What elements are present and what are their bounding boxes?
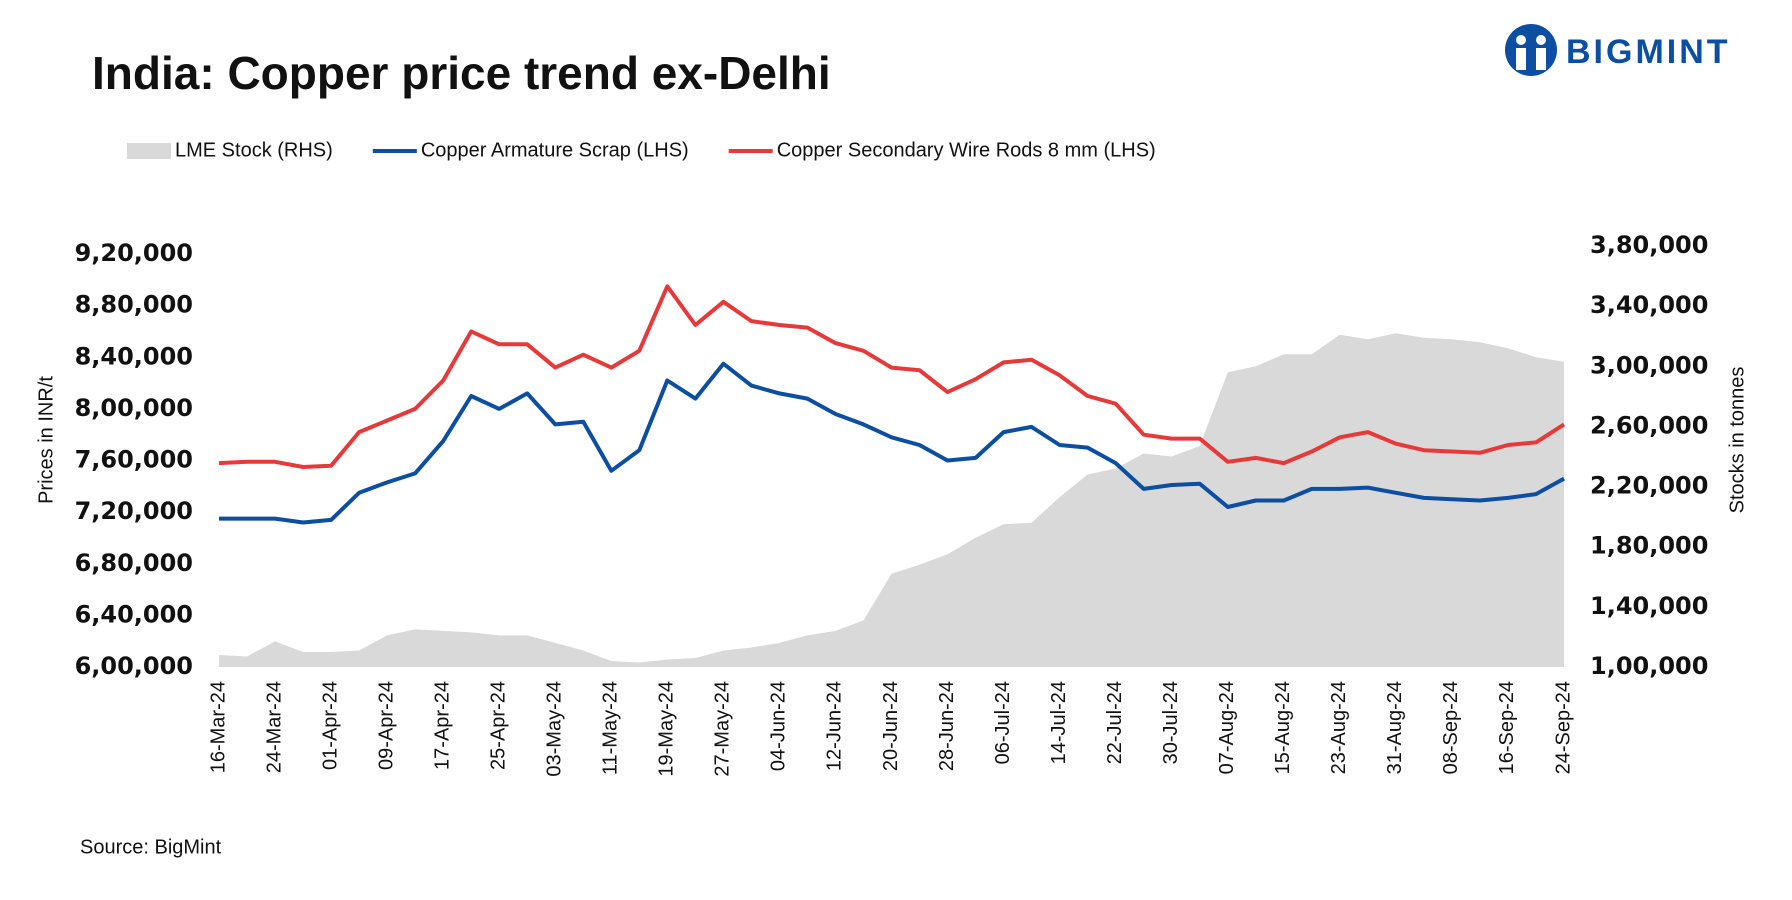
source-note: Source: BigMint xyxy=(80,836,222,858)
y-tick-label: 8,00,000 xyxy=(75,394,193,422)
x-tick-label: 22-Jul-24 xyxy=(1104,681,1126,764)
legend-label: LME Stock (RHS) xyxy=(175,139,333,161)
y2-tick-label: 3,40,000 xyxy=(1590,291,1708,319)
x-tick-label: 16-Mar-24 xyxy=(207,681,229,773)
x-tick-label: 16-Sep-24 xyxy=(1496,681,1518,774)
chart-title: India: Copper price trend ex-Delhi xyxy=(92,47,831,99)
x-tick-label: 08-Sep-24 xyxy=(1440,681,1462,774)
x-tick-label: 04-Jun-24 xyxy=(768,681,790,771)
x-tick-label: 24-Sep-24 xyxy=(1552,681,1574,774)
line xyxy=(218,284,1566,469)
x-tick-label: 20-Jun-24 xyxy=(880,681,902,771)
x-tick-label: 15-Aug-24 xyxy=(1272,681,1294,774)
area xyxy=(219,333,1564,667)
x-tick-label: 09-Apr-24 xyxy=(375,681,397,770)
y2-tick-label: 2,60,000 xyxy=(1590,411,1708,439)
x-tick-label: 19-May-24 xyxy=(656,681,678,777)
x-tick-label: 31-Aug-24 xyxy=(1384,681,1406,774)
legend-swatch xyxy=(127,143,171,159)
legend: LME Stock (RHS) Copper Armature Scrap (LH… xyxy=(127,139,1156,161)
x-tick-label: 28-Jun-24 xyxy=(936,681,958,771)
y2-tick-label: 3,80,000 xyxy=(1590,231,1708,259)
x-tick-label: 11-May-24 xyxy=(600,681,622,775)
x-tick-label: 14-Jul-24 xyxy=(1048,681,1070,764)
x-tick-label: 07-Aug-24 xyxy=(1216,681,1238,774)
x-tick-label: 27-May-24 xyxy=(712,681,734,777)
y-tick-label: 6,00,000 xyxy=(75,652,193,680)
y2-tick-label: 1,40,000 xyxy=(1590,592,1708,620)
x-tick-label: 01-Apr-24 xyxy=(319,681,341,770)
x-tick-label: 06-Jul-24 xyxy=(992,681,1014,764)
x-tick-label: 23-Aug-24 xyxy=(1328,681,1350,774)
x-tick-label: 30-Jul-24 xyxy=(1160,681,1182,764)
logo-text: BIGMINT xyxy=(1566,33,1731,71)
y-axis-label: Prices in INR/t xyxy=(35,376,57,504)
line xyxy=(219,361,1565,525)
x-tick-label: 25-Apr-24 xyxy=(487,681,509,770)
y-tick-label: 9,20,000 xyxy=(75,239,193,267)
y-tick-label: 7,60,000 xyxy=(75,446,193,474)
legend-label: Copper Armature Scrap (LHS) xyxy=(421,139,689,161)
y-tick-label: 8,40,000 xyxy=(75,342,193,370)
y-tick-label: 6,80,000 xyxy=(75,549,193,577)
y2-tick-label: 1,00,000 xyxy=(1590,652,1708,680)
y2-tick-label: 3,00,000 xyxy=(1590,351,1708,379)
y2-axis-label: Stocks in tonnes xyxy=(1726,367,1748,514)
legend-label: Copper Secondary Wire Rods 8 mm (LHS) xyxy=(777,139,1156,161)
y-tick-label: 6,40,000 xyxy=(75,600,193,628)
y-tick-label: 7,20,000 xyxy=(75,497,193,525)
y-tick-label: 8,80,000 xyxy=(75,291,193,319)
x-tick-label: 03-May-24 xyxy=(544,681,566,777)
logo-icon xyxy=(1505,24,1557,76)
x-tick-label: 12-Jun-24 xyxy=(824,681,846,771)
x-tick-label: 24-Mar-24 xyxy=(263,681,285,773)
y2-tick-label: 2,20,000 xyxy=(1590,472,1708,500)
y2-tick-label: 1,80,000 xyxy=(1590,532,1708,560)
x-tick-label: 17-Apr-24 xyxy=(431,681,453,770)
